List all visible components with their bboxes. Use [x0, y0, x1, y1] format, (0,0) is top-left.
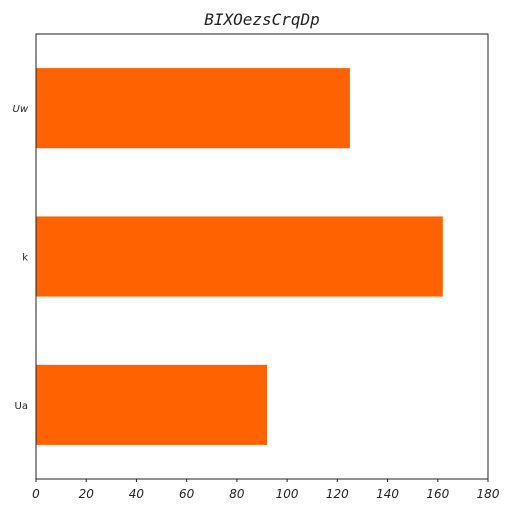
x-tick-label: 120: [326, 487, 349, 501]
x-tick-label: 180: [477, 487, 500, 501]
y-tick-label: Ua: [15, 401, 28, 412]
plot-frame: [35, 33, 489, 480]
x-tick-label: 160: [426, 487, 449, 501]
chart-title: BIXOezsCrqDp: [204, 10, 320, 29]
x-tick-label: 0: [32, 487, 40, 501]
x-tick-label: 40: [129, 487, 145, 501]
x-tick-label: 100: [276, 487, 299, 501]
x-tick-label: 20: [79, 487, 95, 501]
bar-k: [36, 216, 443, 297]
y-tick-label: k: [22, 253, 28, 264]
x-axis-ticks: 0 20 40 60 80 100 120 140 160 180: [32, 479, 500, 501]
bar-Uw: [36, 68, 350, 149]
x-tick-label: 60: [179, 487, 195, 501]
bar-Ua: [36, 364, 268, 445]
y-tick-label: Uw: [13, 104, 29, 115]
bars-group: [36, 68, 443, 445]
x-tick-label: 80: [229, 487, 245, 501]
x-tick-label: 140: [376, 487, 399, 501]
y-axis-ticks: Uw k Ua: [13, 104, 29, 412]
